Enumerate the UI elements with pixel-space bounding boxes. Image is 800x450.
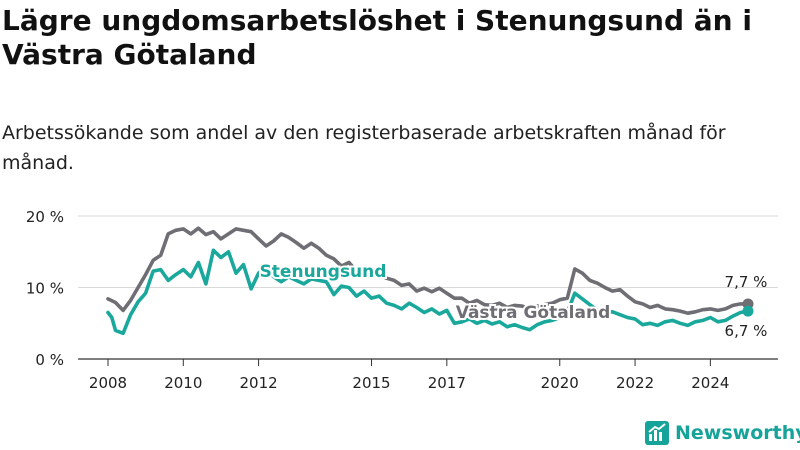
vastra-gotaland-line <box>106 226 750 315</box>
y-tick-label: 10 % <box>26 280 64 298</box>
stenungsund-line <box>106 248 750 336</box>
x-tick-label: 2008 <box>89 374 127 392</box>
y-tick-label: 20 % <box>26 208 64 226</box>
vastra-gotaland-series-label: Västra Götaland <box>456 303 611 323</box>
brand-name: Newsworthy <box>675 422 800 444</box>
y-tick-label: 0 % <box>35 351 64 369</box>
x-tick-label: 2010 <box>164 374 202 392</box>
x-tick-label: 2022 <box>616 374 654 392</box>
x-tick-label: 2017 <box>428 374 466 392</box>
brand-logo: Newsworthy <box>645 419 800 447</box>
stenungsund-series-label: Stenungsund <box>260 262 387 282</box>
x-tick-label: 2012 <box>239 374 277 392</box>
vastra-gotaland-end-label: 7,7 % <box>725 273 768 291</box>
chart-subtitle: Arbetssökande som andel av den registerb… <box>2 122 726 174</box>
stenungsund-end-label: 6,7 % <box>725 322 768 340</box>
line-chart: 0 % 10 % 20 % 2008 2010 2012 2015 2017 2020 2022 2… <box>26 208 778 392</box>
x-tick-label: 2024 <box>691 374 729 392</box>
chart-title: Lägre ungdomsarbetslöshet i Stenungsund … <box>2 4 752 71</box>
newsworthy-logo-icon <box>645 421 669 445</box>
x-tick-label: 2015 <box>352 374 390 392</box>
x-tick-label: 2020 <box>541 374 579 392</box>
stenungsund-end-dot <box>742 305 754 317</box>
